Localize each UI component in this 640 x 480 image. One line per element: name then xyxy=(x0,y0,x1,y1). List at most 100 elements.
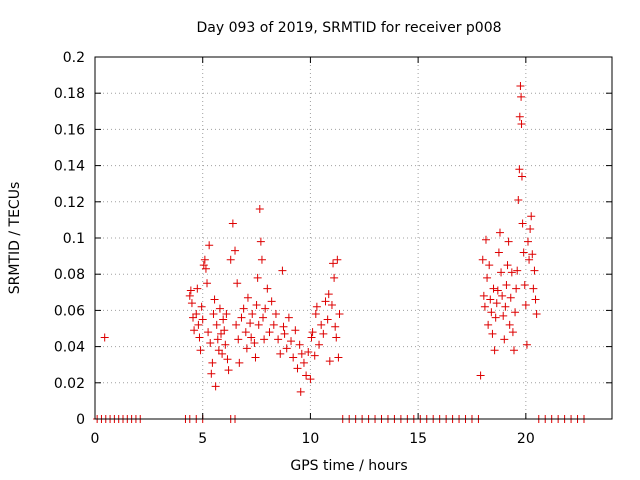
data-point xyxy=(189,313,198,322)
data-point xyxy=(334,353,343,362)
data-point xyxy=(511,308,520,317)
data-point xyxy=(196,346,205,355)
data-point xyxy=(223,355,232,364)
data-point xyxy=(514,195,523,204)
data-point xyxy=(296,387,305,396)
data-point xyxy=(291,326,300,335)
data-point xyxy=(192,310,201,319)
data-point xyxy=(330,273,339,282)
data-point xyxy=(289,353,298,362)
data-point xyxy=(201,264,210,273)
data-point xyxy=(256,237,265,246)
data-point xyxy=(324,290,333,299)
data-point xyxy=(198,315,207,324)
data-point xyxy=(331,322,340,331)
data-point xyxy=(519,248,528,257)
data-point xyxy=(501,302,510,311)
data-point xyxy=(254,320,263,329)
data-point xyxy=(332,333,341,342)
data-point xyxy=(307,333,316,342)
y-axis-label: SRMTID / TECUs xyxy=(7,182,23,295)
data-point xyxy=(317,320,326,329)
data-point xyxy=(220,326,229,335)
data-point xyxy=(284,313,293,322)
data-point xyxy=(190,326,199,335)
data-point xyxy=(200,255,209,264)
data-point xyxy=(251,353,260,362)
data-point xyxy=(530,266,539,275)
data-point xyxy=(308,328,317,337)
data-point xyxy=(208,358,217,367)
data-point xyxy=(506,293,515,302)
y-tick-label: 0.02 xyxy=(54,376,85,392)
data-point xyxy=(247,333,256,342)
data-point xyxy=(315,340,324,349)
data-point xyxy=(531,295,540,304)
data-point xyxy=(213,335,222,344)
x-tick-label: 0 xyxy=(91,431,100,447)
data-point xyxy=(512,284,521,293)
x-tick-label: 20 xyxy=(517,431,535,447)
data-point xyxy=(228,219,237,228)
y-tick-label: 0 xyxy=(76,412,85,428)
tick-layer: 0 0.02 0.04 0.06 0.08 0.1 0.12 0.14 0.16 0.18 0.2 0… xyxy=(54,50,612,447)
data-point xyxy=(203,279,212,288)
data-point xyxy=(257,255,266,264)
x-tick-label: 15 xyxy=(409,431,427,447)
data-point xyxy=(215,304,224,313)
data-point xyxy=(486,295,495,304)
data-point xyxy=(528,250,537,259)
data-point xyxy=(287,337,296,346)
data-point xyxy=(187,299,196,308)
data-point xyxy=(502,281,511,290)
y-tick-label: 0.18 xyxy=(54,86,85,102)
data-point xyxy=(276,349,285,358)
y-tick-label: 0.1 xyxy=(63,231,85,247)
data-point xyxy=(242,344,251,353)
data-point xyxy=(232,320,241,329)
plot-frame xyxy=(94,56,613,420)
data-point xyxy=(325,357,334,366)
data-point xyxy=(323,315,332,324)
data-point xyxy=(532,310,541,319)
data-point xyxy=(311,310,320,319)
data-point xyxy=(195,333,204,342)
data-point xyxy=(250,338,259,347)
data-point xyxy=(504,237,513,246)
data-point xyxy=(239,304,248,313)
data-point xyxy=(221,340,230,349)
data-point xyxy=(274,335,283,344)
x-axis-label: GPS time / hours xyxy=(290,458,407,474)
data-point xyxy=(495,228,504,237)
data-point xyxy=(526,224,535,233)
data-point xyxy=(234,335,243,344)
data-point xyxy=(335,310,344,319)
data-point xyxy=(246,319,255,328)
data-point xyxy=(483,273,492,282)
data-point xyxy=(507,268,516,277)
data-point xyxy=(327,300,336,309)
data-point xyxy=(279,322,288,331)
data-point xyxy=(488,329,497,338)
data-point xyxy=(260,335,269,344)
data-point xyxy=(237,313,246,322)
y-tick-label: 0.2 xyxy=(63,50,85,66)
data-point xyxy=(479,291,488,300)
data-point xyxy=(210,295,219,304)
data-point xyxy=(529,284,538,293)
data-point xyxy=(211,382,220,391)
data-point xyxy=(503,261,512,270)
data-point xyxy=(297,349,306,358)
data-point xyxy=(278,266,287,275)
data-point xyxy=(485,261,494,270)
data-point xyxy=(217,329,226,338)
data-point xyxy=(520,281,529,290)
y-tick-label: 0.12 xyxy=(54,195,85,211)
data-point xyxy=(224,366,233,375)
data-point xyxy=(527,212,536,221)
data-point xyxy=(248,310,257,319)
data-point xyxy=(517,119,526,128)
data-point xyxy=(199,261,208,270)
data-point xyxy=(267,297,276,306)
